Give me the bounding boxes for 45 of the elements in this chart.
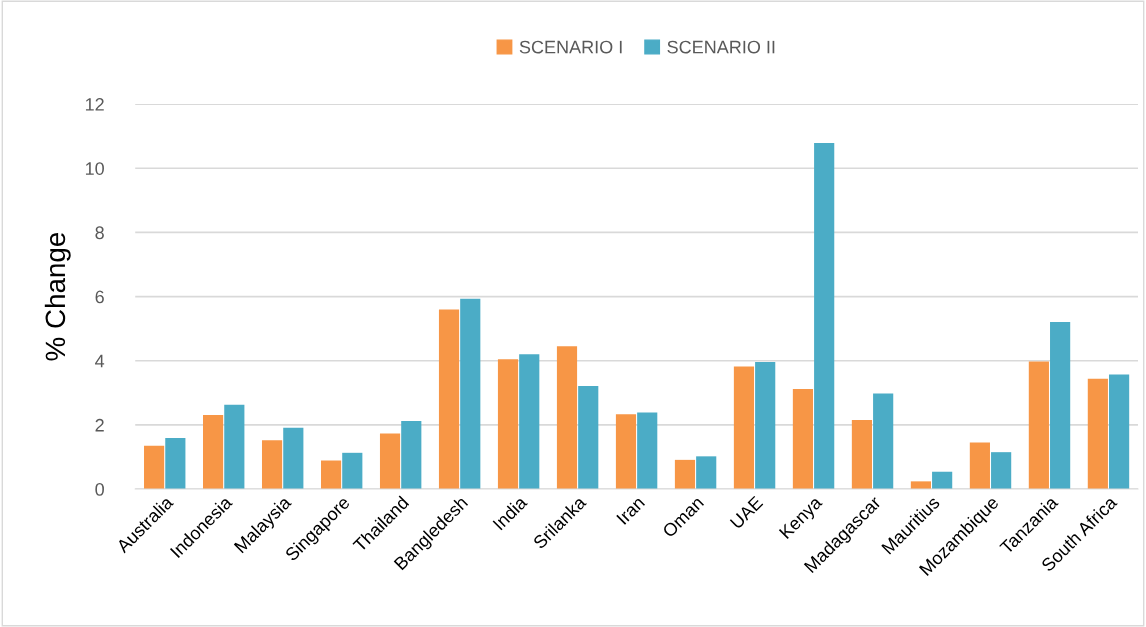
bar <box>910 481 931 490</box>
y-tick-label: 8 <box>95 226 104 240</box>
bar <box>519 354 540 490</box>
bar <box>1028 361 1049 490</box>
bar <box>165 438 186 490</box>
bar <box>224 404 245 490</box>
bar <box>320 460 342 490</box>
bar <box>283 427 304 490</box>
bar <box>401 421 422 490</box>
y-axis-title: % Change <box>44 232 71 361</box>
bar <box>991 452 1012 490</box>
y-tick-label: 10 <box>85 162 104 175</box>
bar <box>261 440 283 490</box>
y-tick-label: 0 <box>95 482 104 496</box>
bar <box>1087 378 1108 490</box>
y-tick-label: 2 <box>95 418 104 432</box>
y-tick-label: 4 <box>95 354 105 368</box>
bar <box>674 459 696 490</box>
y-tick-label: 12 <box>85 98 104 111</box>
bar <box>342 452 363 490</box>
bar <box>814 142 835 490</box>
bar <box>144 445 165 490</box>
bar <box>792 388 814 490</box>
bar <box>1050 321 1071 490</box>
bar <box>969 442 990 490</box>
bar <box>733 366 755 490</box>
bar <box>379 433 401 490</box>
bar <box>637 412 658 490</box>
y-tick-label: 6 <box>95 290 104 304</box>
bar <box>615 414 637 490</box>
x-tick-label: Iran <box>616 495 646 525</box>
bar <box>851 420 873 490</box>
bar <box>460 298 481 490</box>
bar <box>578 386 599 490</box>
bar <box>873 393 894 490</box>
bar <box>696 456 717 490</box>
bar <box>556 346 578 490</box>
bar <box>497 359 519 490</box>
legend-label: SCENARIO II <box>667 40 775 54</box>
bar <box>438 309 460 490</box>
bar <box>1109 374 1130 490</box>
bar <box>932 471 953 490</box>
bar <box>755 362 776 490</box>
legend-label: SCENARIO I <box>519 40 622 54</box>
bar <box>203 414 224 490</box>
